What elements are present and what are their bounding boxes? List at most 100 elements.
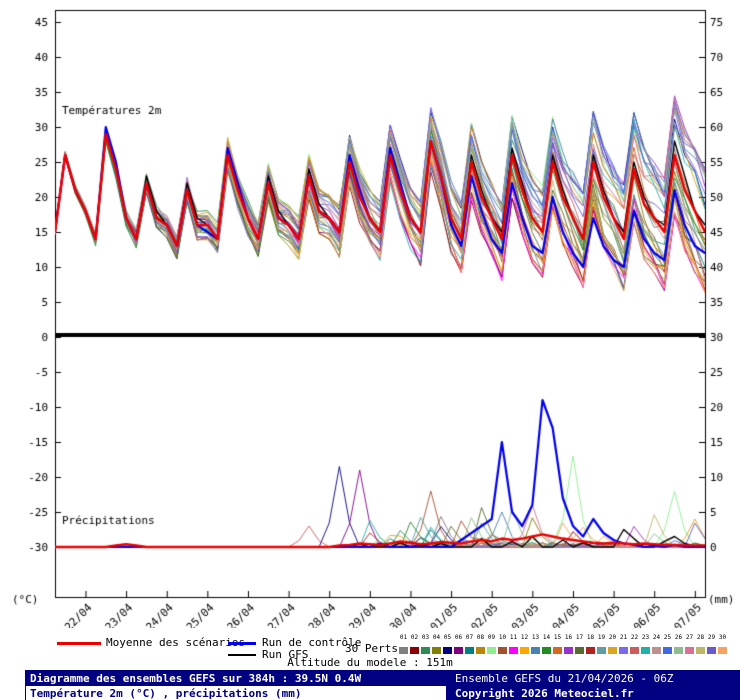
pert-color-swatch (586, 647, 595, 654)
pert-legend-item: 23 (640, 634, 651, 654)
pert-color-swatch (498, 647, 507, 654)
pert-legend-item: 04 (431, 634, 442, 654)
pert-number: 13 (531, 634, 540, 641)
pert-number: 05 (443, 634, 452, 641)
gfs-line-swatch (228, 654, 256, 656)
pert-legend-item: 05 (442, 634, 453, 654)
pert-color-swatch (454, 647, 463, 654)
pert-number: 15 (553, 634, 562, 641)
pert-legend-item: 17 (574, 634, 585, 654)
pert-color-swatch (619, 647, 628, 654)
pert-legend-item: 03 (420, 634, 431, 654)
pert-color-swatch (487, 647, 496, 654)
pert-color-swatch (575, 647, 584, 654)
perturbations-count-label: 30 Perts. (345, 642, 405, 655)
pert-legend-item: 19 (596, 634, 607, 654)
footer-left-box: Diagramme des ensembles GEFS sur 384h : … (25, 670, 447, 700)
pert-number: 10 (498, 634, 507, 641)
pert-color-swatch (432, 647, 441, 654)
pert-color-swatch (553, 647, 562, 654)
pert-color-swatch (443, 647, 452, 654)
model-altitude-label: Altitude du modele : 151m (287, 656, 453, 669)
pert-number: 07 (465, 634, 474, 641)
pert-color-swatch (707, 647, 716, 654)
pert-color-swatch (597, 647, 606, 654)
footer-run-info: Ensemble GEFS du 21/04/2026 - 06Z (455, 672, 674, 685)
pert-color-swatch (410, 647, 419, 654)
pert-color-swatch (564, 647, 573, 654)
pert-color-swatch (608, 647, 617, 654)
pert-legend-item: 11 (508, 634, 519, 654)
pert-legend-item: 01 (398, 634, 409, 654)
pert-legend-item: 13 (530, 634, 541, 654)
pert-legend-item: 14 (541, 634, 552, 654)
mean-legend-label: Moyenne des scénarios (106, 636, 246, 649)
footer-subtitle: Température 2m (°C) , précipitations (mm… (26, 686, 446, 700)
pert-number: 30 (718, 634, 727, 641)
pert-legend-item: 07 (464, 634, 475, 654)
pert-number: 04 (432, 634, 441, 641)
pert-color-swatch (520, 647, 529, 654)
pert-number: 03 (421, 634, 430, 641)
pert-legend-item: 08 (475, 634, 486, 654)
pert-color-swatch (641, 647, 650, 654)
perturbation-legend: 01 02 03 04 05 06 07 08 09 10 11 12 13 14 15 16 17 18 19 20… (398, 634, 734, 662)
pert-legend-item: 22 (629, 634, 640, 654)
pert-legend-item: 15 (552, 634, 563, 654)
pert-number: 18 (586, 634, 595, 641)
pert-legend-item: 06 (453, 634, 464, 654)
pert-number: 24 (652, 634, 661, 641)
pert-legend-item: 16 (563, 634, 574, 654)
pert-legend-item: 25 (662, 634, 673, 654)
pert-number: 28 (696, 634, 705, 641)
pert-color-swatch (476, 647, 485, 654)
pert-number: 19 (597, 634, 606, 641)
pert-number: 06 (454, 634, 463, 641)
footer-bar: Diagramme des ensembles GEFS sur 384h : … (0, 670, 740, 700)
mean-line-swatch (57, 642, 101, 645)
pert-number: 22 (630, 634, 639, 641)
pert-number: 23 (641, 634, 650, 641)
pert-legend-item: 09 (486, 634, 497, 654)
pert-color-swatch (685, 647, 694, 654)
pert-color-swatch (542, 647, 551, 654)
pert-number: 08 (476, 634, 485, 641)
pert-legend-item: 12 (519, 634, 530, 654)
control-line-swatch (228, 642, 256, 645)
pert-color-swatch (718, 647, 727, 654)
pert-number: 01 (399, 634, 408, 641)
pert-number: 26 (674, 634, 683, 641)
pert-legend-item: 26 (673, 634, 684, 654)
pert-legend-item: 30 (717, 634, 728, 654)
pert-number: 20 (608, 634, 617, 641)
pert-color-swatch (663, 647, 672, 654)
pert-color-swatch (652, 647, 661, 654)
pert-legend-item: 27 (684, 634, 695, 654)
pert-number: 25 (663, 634, 672, 641)
pert-number: 16 (564, 634, 573, 641)
pert-legend-item: 10 (497, 634, 508, 654)
pert-legend-item: 24 (651, 634, 662, 654)
footer-copyright: Copyright 2026 Meteociel.fr (455, 687, 634, 700)
pert-color-swatch (531, 647, 540, 654)
pert-number: 12 (520, 634, 529, 641)
pert-color-swatch (509, 647, 518, 654)
pert-number: 11 (509, 634, 518, 641)
pert-number: 21 (619, 634, 628, 641)
footer-title: Diagramme des ensembles GEFS sur 384h : … (26, 671, 446, 686)
pert-number: 14 (542, 634, 551, 641)
pert-number: 02 (410, 634, 419, 641)
pert-color-swatch (465, 647, 474, 654)
footer-right-box: Ensemble GEFS du 21/04/2026 - 06Z Copyri… (447, 670, 740, 700)
pert-legend-item: 29 (706, 634, 717, 654)
pert-legend-item: 02 (409, 634, 420, 654)
pert-number: 17 (575, 634, 584, 641)
pert-number: 27 (685, 634, 694, 641)
control-legend-label: Run de contrôle (262, 636, 362, 649)
gfs-legend-label: Run GFS (262, 648, 309, 661)
pert-legend-item: 21 (618, 634, 629, 654)
pert-number: 29 (707, 634, 716, 641)
pert-color-swatch (399, 647, 408, 654)
gefs-ensemble-chart-canvas (0, 0, 740, 628)
